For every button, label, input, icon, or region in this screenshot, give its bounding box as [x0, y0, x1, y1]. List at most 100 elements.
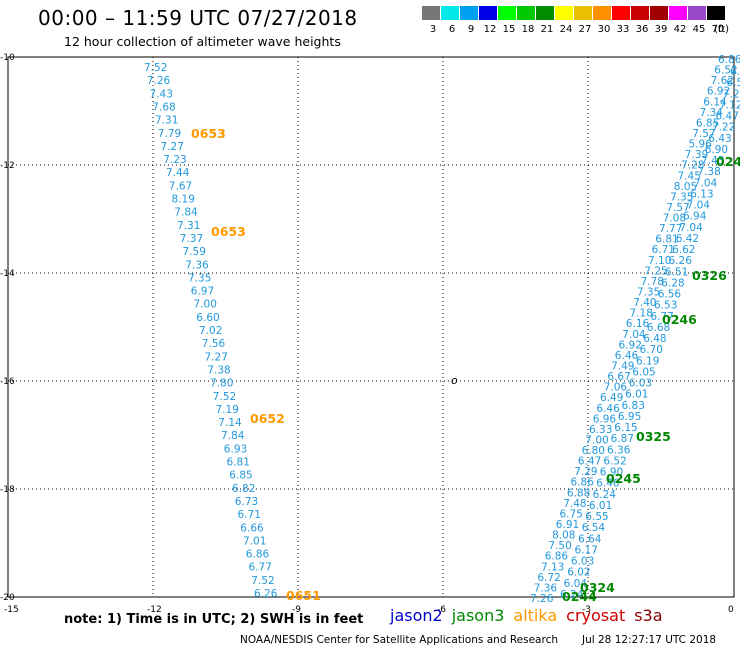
wave-value-left: 6.86	[246, 549, 270, 561]
scale-label-27: 27	[578, 24, 592, 35]
wave-value-left: 7.56	[202, 338, 226, 350]
wave-value-left: 7.38	[207, 364, 230, 376]
wave-value-left: 7.79	[158, 128, 181, 140]
pass-time-right: 0324	[580, 580, 615, 595]
wave-value-right-b: 6.03	[629, 378, 652, 390]
wave-value-right-a: 6.72	[537, 572, 560, 584]
wave-value-right-b: 6.86	[730, 66, 740, 78]
scale-label-70: 70	[711, 24, 725, 35]
wave-value-right-a: 6.85	[696, 117, 719, 129]
scale-swatch-30	[593, 6, 611, 20]
scale-label-39: 39	[654, 24, 668, 35]
wave-value-right-b: 6.19	[636, 355, 659, 367]
wave-value-right-a: 6.46	[596, 403, 620, 415]
scale-swatch-33	[612, 6, 630, 20]
wave-value-right-a: 6.86	[545, 551, 569, 563]
wave-value-right-a: 7.57	[666, 202, 689, 214]
wave-value-right-b: 6.48	[643, 333, 666, 345]
pass-time-right: 0325	[636, 429, 671, 444]
wave-value-left: 6.82	[232, 483, 255, 495]
wave-value-left: 7.52	[144, 62, 167, 74]
wave-value-right-b: 6.43	[708, 133, 731, 145]
wave-value-right-a: 6.33	[589, 424, 612, 436]
wave-value-right-b: 6.87	[611, 433, 634, 445]
wave-value-right-a: 7.77	[659, 223, 682, 235]
wave-value-right-a: 6.52	[714, 65, 737, 77]
lat-tick-label: -14	[0, 269, 15, 279]
scale-label-15: 15	[502, 24, 516, 35]
pass-time-right: 0246	[662, 312, 697, 327]
wave-value-left: 6.66	[240, 522, 264, 534]
wave-value-left: 7.00	[194, 299, 217, 311]
wave-value-right-a: 7.26	[530, 593, 554, 605]
pass-time-right: 0246	[716, 154, 740, 169]
wave-value-left: 7.31	[155, 115, 178, 127]
wave-value-right-a: 6.86	[718, 54, 740, 66]
wave-value-right-a: 7.36	[534, 582, 558, 594]
map-frame	[7, 56, 735, 598]
note-text: note: 1) Time is in UTC; 2) SWH is in fe…	[64, 612, 364, 627]
scale-swatch-27	[574, 6, 592, 20]
wave-value-right-b: 6.47	[716, 111, 739, 123]
wave-value-right-a: 6.46	[615, 350, 639, 362]
wave-value-right-a: 6.80	[582, 445, 605, 457]
wave-value-left: 7.27	[205, 351, 228, 363]
wave-value-right-a: 7.04	[622, 329, 646, 341]
pass-time-right: 0245	[606, 471, 641, 486]
wave-value-right-b: 7.04	[687, 200, 711, 212]
wave-value-left: 8.19	[172, 194, 195, 206]
wave-value-right-a: 7.06	[604, 382, 628, 394]
scale-swatch-9	[460, 6, 478, 20]
wave-value-right-b: 6.90	[705, 144, 728, 156]
wave-value-right-a: 7.08	[663, 213, 686, 225]
pass-time-left: 0651	[286, 588, 321, 603]
pass-time-right: 0244	[562, 589, 597, 604]
pass-time-left: 0653	[191, 126, 226, 141]
lat-tick-label: -16	[0, 377, 15, 387]
wave-value-right-b: 6.36	[607, 444, 631, 456]
wave-value-right-a: 7.00	[585, 435, 608, 447]
map-title: 00:00 – 11:59 UTC 07/27/2018	[38, 6, 358, 30]
wave-value-right-a: 6.96	[593, 413, 617, 425]
wave-value-right-a: 6.81	[655, 234, 678, 246]
wave-value-left: 7.01	[243, 535, 266, 547]
scale-label-6: 6	[448, 24, 456, 35]
scale-label-21: 21	[540, 24, 554, 35]
wave-value-right-b: 6.15	[614, 422, 637, 434]
wave-value-left: 7.52	[251, 575, 274, 587]
wave-value-left: 7.59	[183, 246, 206, 258]
wave-value-right-a: 7.28	[681, 160, 704, 172]
wave-value-left: 6.77	[249, 562, 272, 574]
wave-value-right-b: 6.17	[575, 545, 598, 557]
lon-tick-label: -15	[4, 605, 19, 615]
wave-value-right-b: 6.01	[625, 389, 648, 401]
wave-value-right-b: 6.04	[564, 578, 588, 590]
wave-value-left: 6.85	[229, 470, 252, 482]
wave-value-right-a: 6.75	[560, 509, 583, 521]
wave-value-right-b: 6.68	[647, 322, 670, 334]
wave-value-right-a: 6.16	[626, 318, 650, 330]
scale-swatch-21	[536, 6, 554, 20]
scale-label-36: 36	[635, 24, 649, 35]
wave-value-right-b: 6.05	[632, 366, 655, 378]
wave-value-left: 7.14	[218, 417, 242, 429]
wave-value-left: 7.84	[221, 430, 245, 442]
scale-label-45: 45	[692, 24, 706, 35]
wave-value-left: 7.68	[152, 101, 175, 113]
wave-value-left: 6.97	[191, 286, 214, 298]
wave-value-right-b: 6.62	[672, 244, 695, 256]
wave-value-left: 6.81	[227, 457, 250, 469]
wave-value-right-b: 6.46	[596, 478, 620, 490]
scale-swatch-18	[517, 6, 535, 20]
wave-value-right-b: 6.77	[650, 311, 673, 323]
wave-value-right-b: 6.54	[582, 522, 606, 534]
wave-value-right-b: 7.12	[719, 99, 740, 111]
wave-value-right-a: 7.25	[644, 265, 667, 277]
wave-value-right-b: 6.90	[600, 467, 623, 479]
wave-value-left: 7.26	[147, 75, 171, 87]
wave-value-right-a: 7.10	[648, 255, 671, 267]
wave-value-right-a: 8.08	[552, 530, 575, 542]
lat-tick-label: -20	[0, 593, 15, 603]
wave-value-right-a: 7.29	[574, 466, 597, 478]
wave-value-right-a: 7.39	[685, 149, 708, 161]
